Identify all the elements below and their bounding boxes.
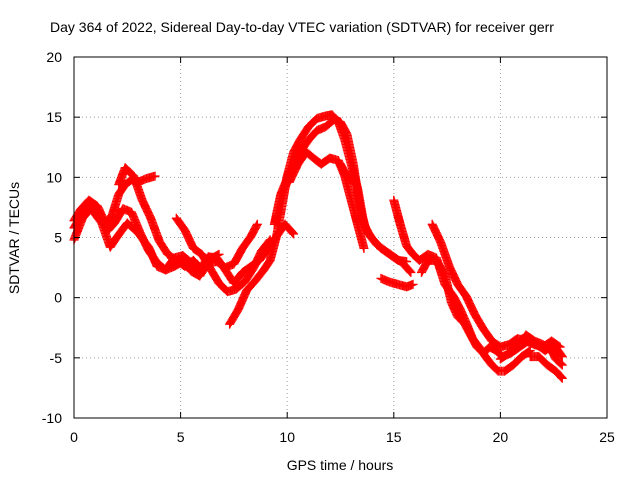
x-tick-label: 25 [599,429,615,445]
data-point [150,171,160,181]
data-point [556,372,566,382]
y-tick-label: 0 [54,290,62,306]
series-trace-8 [284,147,369,253]
label-layer: Day 364 of 2022, Sidereal Day-to-day VTE… [6,19,554,473]
series-trace-14 [525,352,567,383]
data-point [554,341,564,351]
data-point [555,371,565,381]
series-trace-9 [336,159,358,187]
x-tick-label: 5 [177,429,185,445]
data-point [491,364,501,374]
data-point [557,360,567,370]
x-tick-label: 20 [493,429,509,445]
y-tick-label: 10 [46,169,62,185]
x-tick-label: 0 [70,429,78,445]
data-point [252,221,262,231]
series-trace-15 [376,273,418,292]
data-point [555,342,565,352]
data-layer [69,110,567,383]
x-axis-label: GPS time / hours [287,457,394,473]
data-point [214,249,224,259]
data-point [289,229,299,239]
data-point [408,279,418,289]
series-trace-12 [427,219,565,352]
data-point [556,359,566,369]
data-point [557,352,567,362]
data-point [556,350,566,360]
data-point [557,373,567,383]
data-point [359,243,369,253]
y-tick-label: 20 [46,49,62,65]
data-point [406,267,416,277]
data-point [346,175,356,185]
series-trace-5 [171,213,275,297]
data-point [402,257,412,267]
data-point [555,358,565,368]
data-point [288,228,298,238]
data-point [287,227,297,237]
data-point [405,266,415,276]
series-trace-13 [495,330,567,370]
series-trace-4 [114,163,224,275]
y-tick-label: 15 [46,109,62,125]
chart-title: Day 364 of 2022, Sidereal Day-to-day VTE… [50,19,554,35]
y-tick-label: 5 [54,230,62,246]
y-tick-label: -10 [42,410,62,426]
data-point [524,346,534,356]
series-trace-6 [225,110,416,329]
frame-layer: 0 5 10 15 20 25 -10 -5 0 5 10 15 20 [42,49,615,445]
series-trace-7 [269,115,412,267]
y-tick-label: -5 [50,350,63,366]
y-axis-label: SDTVAR / TECUs [6,182,22,294]
data-point [252,219,262,229]
data-point [348,177,358,187]
data-point [347,176,357,186]
data-point [404,265,414,275]
x-tick-label: 15 [386,429,402,445]
x-tick-label: 10 [279,429,295,445]
